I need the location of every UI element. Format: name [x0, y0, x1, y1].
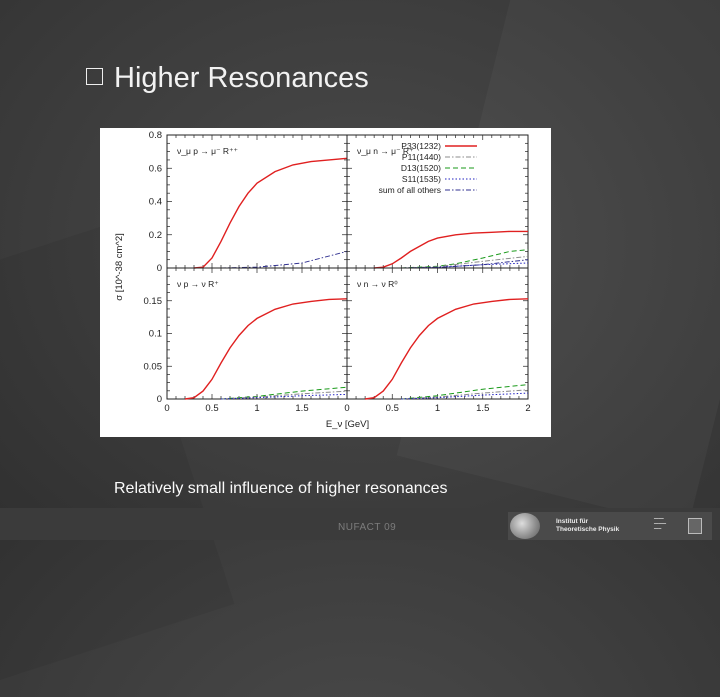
- x-tick-label: 1.5: [476, 403, 489, 414]
- y-tick-label: 0.4: [149, 197, 162, 208]
- y-tick-label: 0.15: [144, 296, 163, 307]
- slide-title-text: Higher Resonances: [114, 62, 369, 94]
- x-tick-label: 2: [525, 403, 530, 414]
- logo-text-line2: Theoretische Physik: [556, 526, 620, 533]
- legend-entry-label: S11(1535): [402, 174, 441, 184]
- y-tick-label: 0: [157, 263, 162, 274]
- y-tick-label: 0.1: [149, 329, 162, 340]
- legend-entry-label: P33(1232): [401, 141, 441, 151]
- series-line: [374, 230, 528, 269]
- legend-entry-label: D13(1520): [401, 163, 441, 173]
- chart-panel-4: ν n → ν R⁰: [346, 267, 529, 400]
- slide-caption: Relatively small influence of higher res…: [114, 480, 448, 497]
- bullet-icon: [86, 67, 103, 85]
- university-mark-icon: ━━━━ ━━━━━ ━━━: [654, 516, 667, 531]
- panel-reaction-label: ν_μ p → μ⁻ R⁺⁺: [177, 146, 239, 156]
- series-line: [193, 157, 348, 269]
- y-tick-label: 0.05: [144, 361, 163, 372]
- series-line: [401, 249, 529, 269]
- x-tick-label: 0: [344, 403, 349, 414]
- legend-entry-label: sum of all others: [379, 185, 441, 195]
- series-line: [220, 393, 348, 400]
- footer-text: NUFACT 09: [338, 522, 397, 533]
- panel-reaction-label: ν_μ n → μ⁻ R⁺: [357, 146, 414, 156]
- y-tick-label: 0.6: [149, 163, 162, 174]
- panel-reaction-label: ν p → ν R⁺: [177, 279, 219, 289]
- legend-entry-label: P11(1440): [402, 152, 441, 162]
- x-tick-label: 0.5: [205, 403, 218, 414]
- y-tick-label: 0.8: [149, 130, 162, 141]
- x-tick-label: 1: [254, 403, 259, 414]
- chart-svg: 0 0.2 0.4 0.6 0.8 ν_μ p → μ⁻ R⁺⁺ ν_μ n → μ⁻ R⁺…: [114, 130, 531, 430]
- logo-emblem-icon: [510, 513, 540, 539]
- institute-logo: Institut für Theoretische Physik ━━━━ ━━━…: [508, 512, 712, 540]
- x-axis-label: E_ν [GeV]: [326, 419, 369, 430]
- series-line: [184, 298, 348, 400]
- chart-legend: P33(1232)P11(1440)D13(1520)S11(1535)sum …: [379, 141, 477, 195]
- logo-text: Institut für Theoretische Physik: [556, 518, 619, 534]
- series-line: [401, 384, 529, 400]
- chart-panel-1: 0 0.2 0.4 0.6 0.8 ν_μ p → μ⁻ R⁺⁺: [149, 130, 348, 274]
- x-tick-label: 1.5: [295, 403, 308, 414]
- y-tick-label: 0.2: [149, 230, 162, 241]
- x-tick-label: 0: [164, 403, 169, 414]
- y-axis-label: σ [10^-38 cm^2]: [114, 233, 125, 301]
- x-tick-label: 1: [435, 403, 440, 414]
- chart-panel-3: 0 0.05 0.1 0.15 ν p → ν R⁺: [144, 267, 348, 405]
- series-line: [401, 392, 529, 400]
- slide-title: Higher Resonances: [86, 62, 369, 95]
- chart-panel-2: ν_μ n → μ⁻ R⁺: [346, 134, 529, 269]
- x-tick-label: 0.5: [386, 403, 399, 414]
- y-tick-label: 0: [157, 394, 162, 405]
- panel-reaction-label: ν n → ν R⁰: [357, 279, 398, 289]
- logo-text-line1: Institut für: [556, 518, 589, 525]
- university-seal-icon: [688, 518, 702, 534]
- resonance-chart: 0 0.2 0.4 0.6 0.8 ν_μ p → μ⁻ R⁺⁺ ν_μ n → μ⁻ R⁺…: [100, 128, 551, 437]
- series-line: [364, 298, 529, 400]
